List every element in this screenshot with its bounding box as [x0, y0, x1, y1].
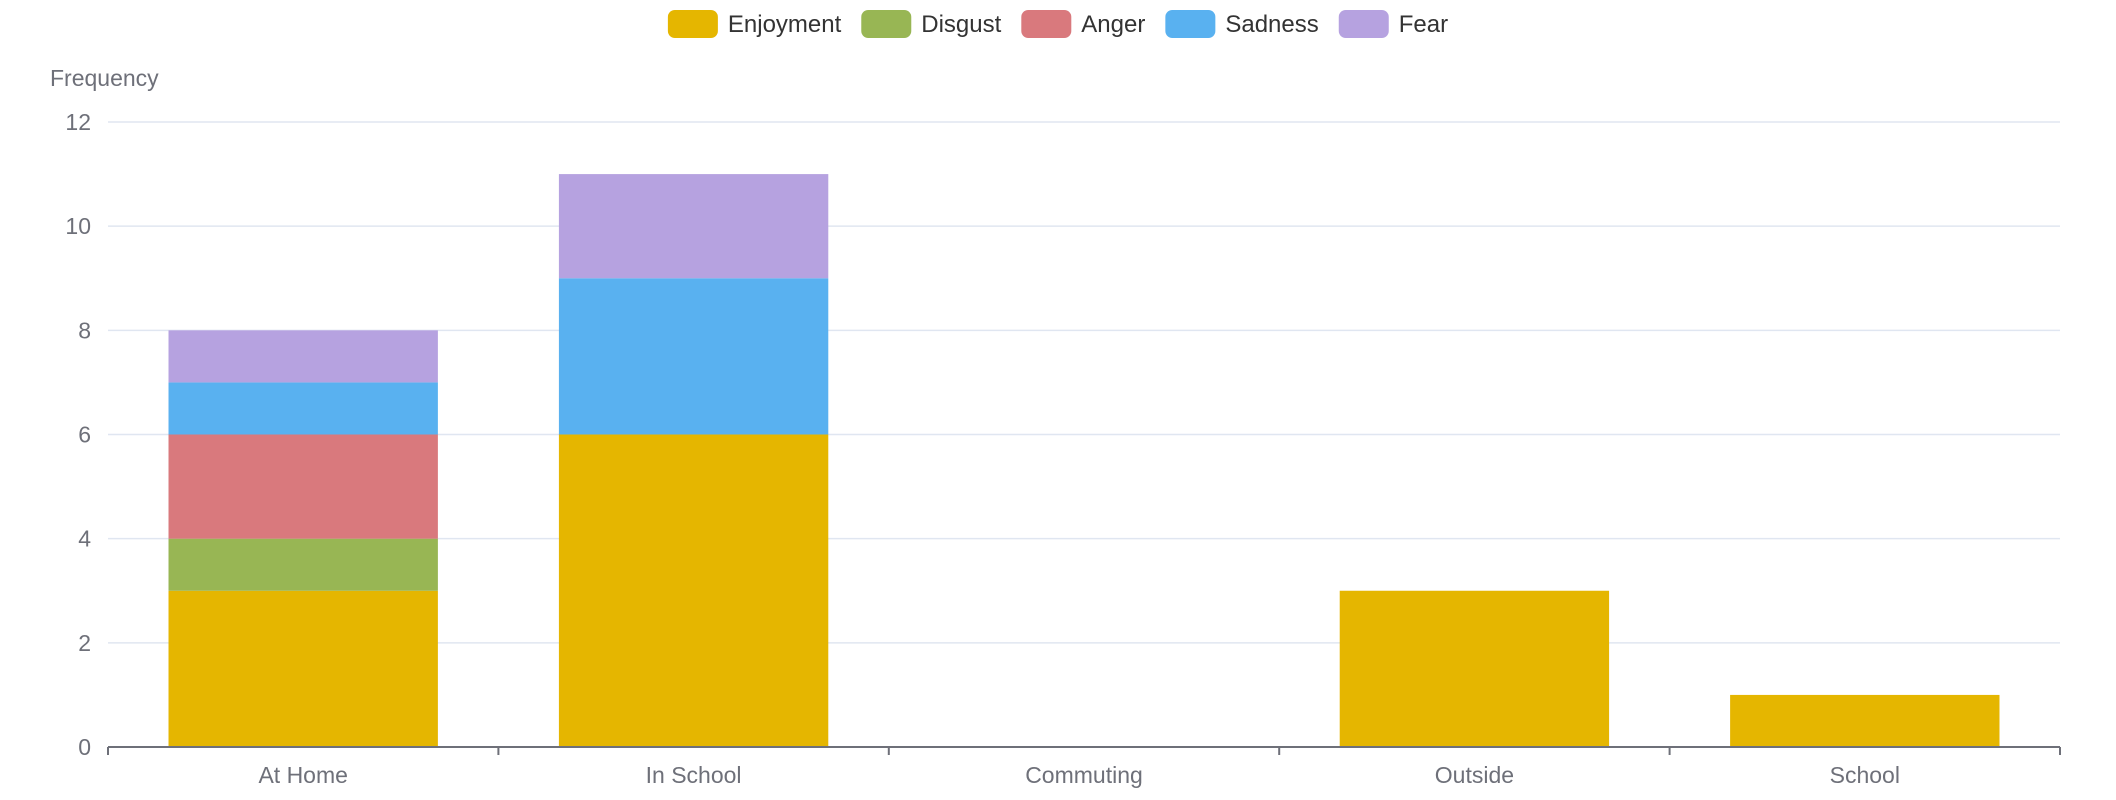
legend-swatch-enjoyment	[667, 10, 718, 38]
legend-item-enjoyment: Enjoyment	[667, 10, 842, 38]
legend-label-disgust: Disgust	[921, 11, 1001, 38]
bar-at-home-anger	[168, 434, 438, 539]
y-axis-label: Frequency	[50, 65, 159, 91]
y-tick-label-2: 2	[78, 630, 91, 656]
legend-swatch-fear	[1338, 10, 1389, 38]
y-tick-label-12: 12	[65, 109, 91, 135]
legend-item-anger: Anger	[1021, 10, 1145, 38]
x-tick-label-commuting: Commuting	[1025, 762, 1143, 788]
legend-label-sadness: Sadness	[1225, 11, 1318, 38]
legend-swatch-sadness	[1165, 10, 1216, 38]
x-tick-label-at-home: At Home	[258, 762, 347, 788]
y-tick-label-6: 6	[78, 422, 91, 448]
bar-school-enjoyment	[1730, 694, 2000, 747]
y-axis: 0 2 4 6 8 10 12	[65, 109, 91, 760]
bar-in-school-enjoyment	[558, 434, 829, 747]
y-tick-label-4: 4	[78, 526, 91, 552]
x-tick-label-school: School	[1830, 762, 1900, 788]
bar-at-home-enjoyment	[168, 590, 438, 747]
legend-label-fear: Fear	[1399, 11, 1448, 38]
bar-at-home-disgust	[168, 538, 438, 591]
legend-item-fear: Fear	[1338, 10, 1448, 38]
y-tick-label-0: 0	[78, 734, 91, 760]
legend-label-anger: Anger	[1081, 11, 1145, 38]
x-tick-label-outside: Outside	[1435, 762, 1514, 788]
y-tick-label-10: 10	[65, 213, 91, 239]
x-tick-label-in-school: In School	[646, 762, 742, 788]
bar-at-home-fear	[168, 330, 438, 383]
legend-swatch-anger	[1021, 10, 1072, 38]
x-axis: At Home In School Commuting Outside School	[107, 746, 2061, 788]
bars	[168, 174, 2000, 747]
legend: Enjoyment Disgust Anger Sadness Fear	[667, 10, 1448, 38]
bar-at-home-sadness	[168, 382, 438, 435]
legend-item-sadness: Sadness	[1165, 10, 1319, 38]
legend-label-enjoyment: Enjoyment	[728, 11, 842, 38]
legend-item-disgust: Disgust	[861, 10, 1002, 38]
y-tick-label-8: 8	[78, 317, 91, 343]
bar-in-school-fear	[558, 174, 829, 279]
legend-swatch-disgust	[861, 10, 912, 38]
bar-in-school-sadness	[558, 278, 829, 435]
bar-outside-enjoyment	[1339, 590, 1610, 747]
